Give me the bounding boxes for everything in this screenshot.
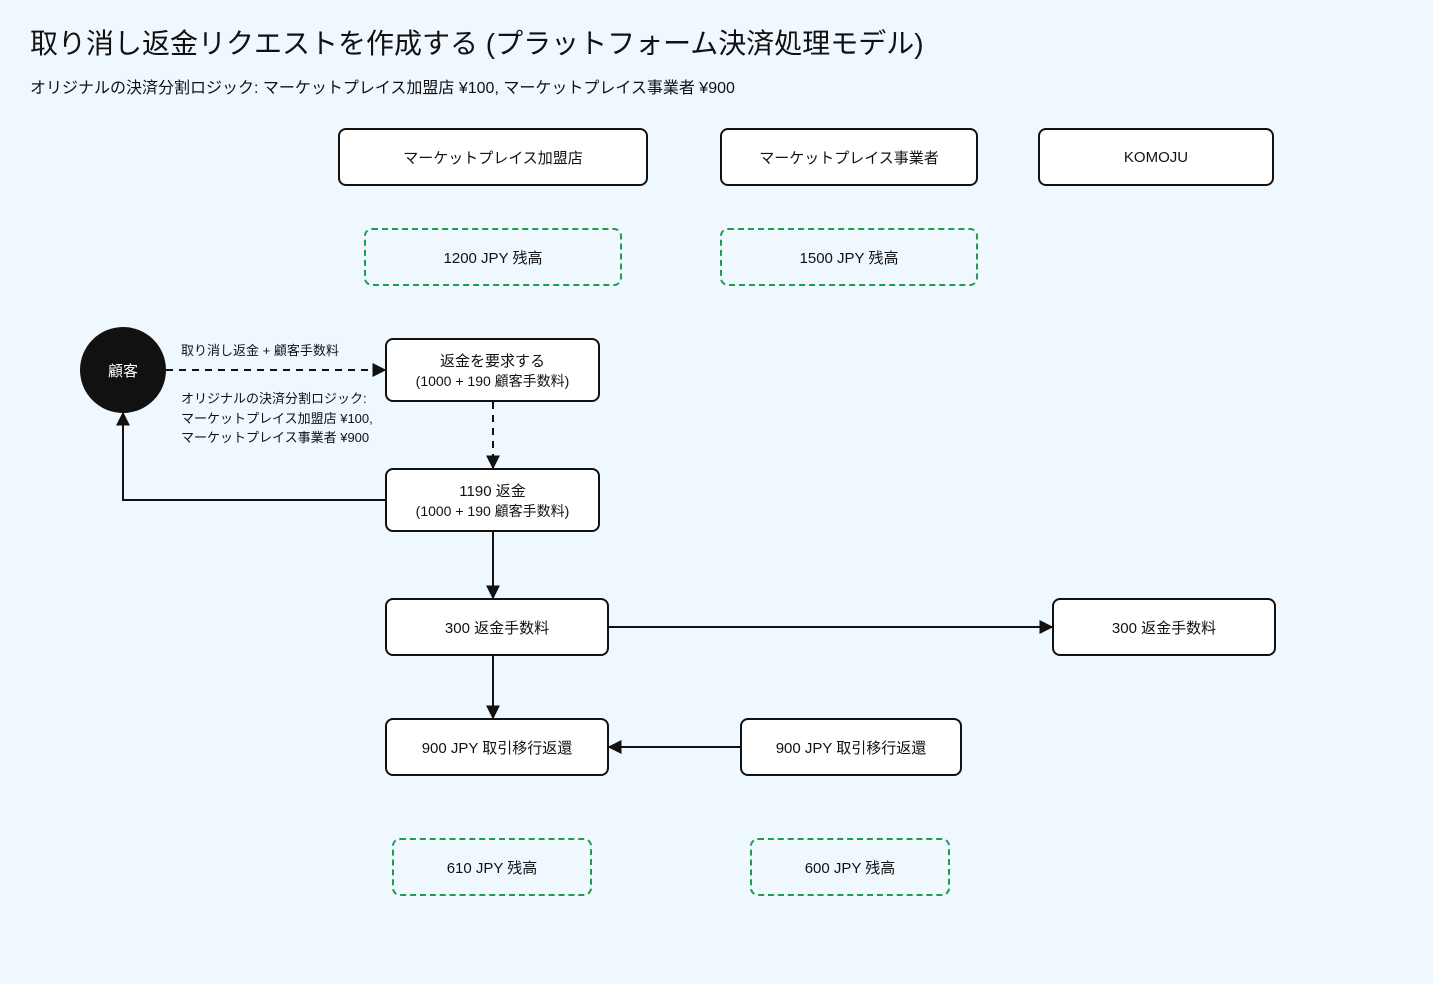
header-komoju: KOMOJU — [1038, 128, 1274, 186]
customer-label: 顧客 — [108, 360, 138, 381]
node-transfer-merchant-label: 900 JPY 取引移行返還 — [422, 737, 573, 758]
balance-bottom-operator-label: 600 JPY 残高 — [805, 857, 896, 878]
page-subtitle: オリジナルの決済分割ロジック: マーケットプレイス加盟店 ¥100, マーケット… — [30, 74, 735, 98]
page-title: 取り消し返金リクエストを作成する (プラットフォーム決済処理モデル) — [30, 22, 924, 62]
node-transfer-operator-label: 900 JPY 取引移行返還 — [776, 737, 927, 758]
node-refund-line2: (1000 + 190 顧客手数料) — [416, 501, 570, 521]
node-fee-komoju-label: 300 返金手数料 — [1112, 617, 1216, 638]
balance-top-operator: 1500 JPY 残高 — [720, 228, 978, 286]
node-fee-komoju: 300 返金手数料 — [1052, 598, 1276, 656]
balance-bottom-merchant-label: 610 JPY 残高 — [447, 857, 538, 878]
customer-node: 顧客 — [80, 327, 166, 413]
header-operator: マーケットプレイス事業者 — [720, 128, 978, 186]
header-komoju-label: KOMOJU — [1124, 149, 1188, 166]
header-merchant: マーケットプレイス加盟店 — [338, 128, 648, 186]
header-operator-label: マーケットプレイス事業者 — [759, 147, 939, 168]
edge-label-split-logic-line2: マーケットプレイス加盟店 ¥100, — [181, 409, 373, 429]
edge-label-split-logic-line3: マーケットプレイス事業者 ¥900 — [181, 428, 373, 448]
balance-top-merchant: 1200 JPY 残高 — [364, 228, 622, 286]
balance-top-merchant-label: 1200 JPY 残高 — [444, 247, 543, 268]
node-fee-merchant-label: 300 返金手数料 — [445, 617, 549, 638]
node-fee-merchant: 300 返金手数料 — [385, 598, 609, 656]
node-refund-line1: 1190 返金 — [459, 480, 525, 501]
node-request-refund: 返金を要求する (1000 + 190 顧客手数料) — [385, 338, 600, 402]
edge-label-cancel-refund: 取り消し返金 + 顧客手数料 — [178, 340, 342, 362]
node-transfer-operator: 900 JPY 取引移行返還 — [740, 718, 962, 776]
balance-bottom-merchant: 610 JPY 残高 — [392, 838, 592, 896]
node-request-line2: (1000 + 190 顧客手数料) — [416, 371, 570, 391]
edge-label-split-logic-line1: オリジナルの決済分割ロジック: — [181, 389, 373, 409]
header-merchant-label: マーケットプレイス加盟店 — [403, 147, 583, 168]
balance-top-operator-label: 1500 JPY 残高 — [800, 247, 899, 268]
balance-bottom-operator: 600 JPY 残高 — [750, 838, 950, 896]
edge-label-split-logic: オリジナルの決済分割ロジック: マーケットプレイス加盟店 ¥100, マーケット… — [178, 388, 376, 449]
node-transfer-merchant: 900 JPY 取引移行返還 — [385, 718, 609, 776]
node-request-line1: 返金を要求する — [440, 350, 545, 371]
node-refund-amount: 1190 返金 (1000 + 190 顧客手数料) — [385, 468, 600, 532]
